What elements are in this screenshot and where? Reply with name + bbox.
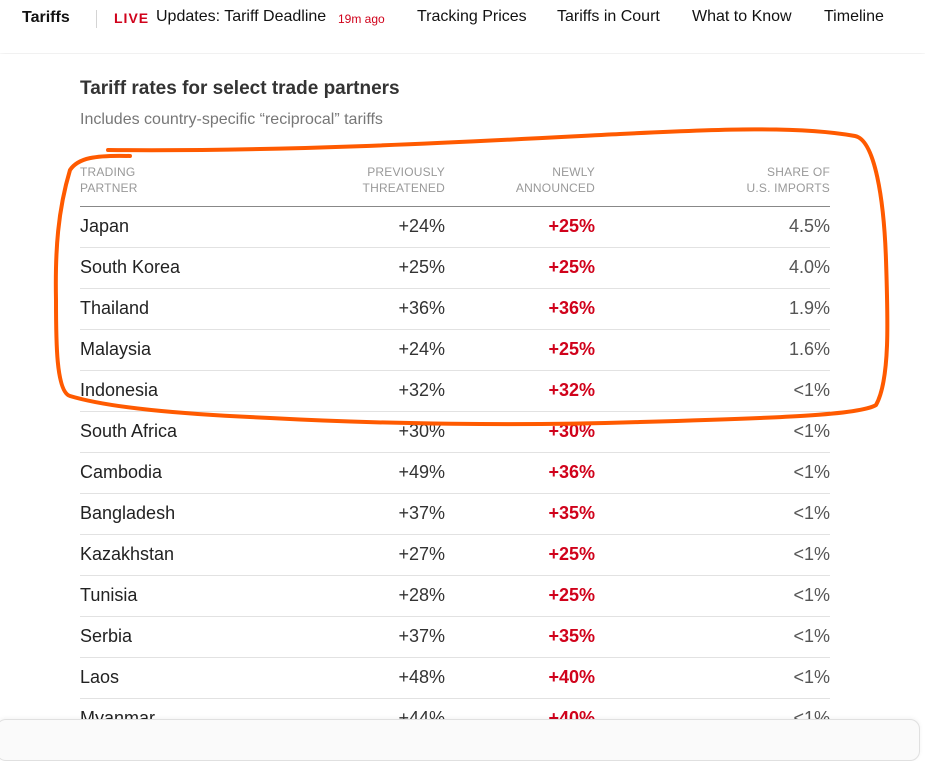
import-share-value: 1.6% bbox=[788, 339, 830, 359]
table-row: Cambodia +49% +36% <1% bbox=[80, 453, 830, 494]
table-row: South Africa +30% +30% <1% bbox=[80, 412, 830, 453]
newly-announced-value: +25% bbox=[548, 585, 595, 605]
import-share-value: 4.5% bbox=[788, 216, 830, 236]
import-share-value: <1% bbox=[793, 380, 830, 400]
header-share-of-imports: SHARE OF U.S. IMPORTS bbox=[690, 164, 830, 196]
previously-threatened-value: +49% bbox=[398, 462, 445, 482]
previously-threatened-value: +24% bbox=[398, 216, 445, 236]
bottom-bar bbox=[0, 719, 920, 761]
previously-threatened-value: +32% bbox=[398, 380, 445, 400]
table-row: Laos +48% +40% <1% bbox=[80, 658, 830, 699]
table-row: Serbia +37% +35% <1% bbox=[80, 617, 830, 658]
nav-link-timeline[interactable]: Timeline bbox=[824, 8, 884, 25]
partner-name: South Africa bbox=[80, 421, 178, 441]
partner-name: Kazakhstan bbox=[80, 544, 175, 564]
header-previously-threatened: PREVIOUSLY THREATENED bbox=[305, 164, 445, 196]
previously-threatened-value: +27% bbox=[398, 544, 445, 564]
header-share-of-imports-label: SHARE OF U.S. IMPORTS bbox=[746, 165, 830, 195]
newly-announced-value: +35% bbox=[548, 626, 595, 646]
partner-name: Cambodia bbox=[80, 462, 163, 482]
import-share-value: 4.0% bbox=[788, 257, 830, 277]
import-share-value: <1% bbox=[793, 544, 830, 564]
header-newly-announced-label: NEWLY ANNOUNCED bbox=[515, 165, 595, 195]
nav-brand[interactable]: Tariffs bbox=[22, 9, 70, 26]
nav-link-tracking-prices[interactable]: Tracking Prices bbox=[417, 8, 527, 25]
import-share-value: 1.9% bbox=[788, 298, 830, 318]
previously-threatened-value: +30% bbox=[398, 421, 445, 441]
updates-timestamp: 19m ago bbox=[338, 12, 385, 26]
import-share-value: <1% bbox=[793, 626, 830, 646]
header-trading-partner-label: TRADING PARTNER bbox=[80, 165, 138, 195]
table-subtitle: Includes country-specific “reciprocal” t… bbox=[80, 111, 383, 128]
previously-threatened-value: +36% bbox=[398, 298, 445, 318]
import-share-value: <1% bbox=[793, 667, 830, 687]
previously-threatened-value: +48% bbox=[398, 667, 445, 687]
newly-announced-value: +30% bbox=[548, 421, 595, 441]
nav-divider bbox=[96, 10, 97, 28]
header-previously-threatened-label: PREVIOUSLY THREATENED bbox=[362, 165, 445, 195]
import-share-value: <1% bbox=[793, 503, 830, 523]
previously-threatened-value: +24% bbox=[398, 339, 445, 359]
table-header: TRADING PARTNER PREVIOUSLY THREATENED NE… bbox=[80, 162, 830, 207]
live-badge[interactable]: LIVE bbox=[114, 10, 150, 26]
table-row: Indonesia +32% +32% <1% bbox=[80, 371, 830, 412]
partner-name: South Korea bbox=[80, 257, 181, 277]
import-share-value: <1% bbox=[793, 462, 830, 482]
nav-link-tariffs-in-court[interactable]: Tariffs in Court bbox=[557, 8, 660, 25]
table-row: Malaysia +24% +25% 1.6% bbox=[80, 330, 830, 371]
table-body: Japan +24% +25% 4.5% South Korea +25% +25% 4.0%… bbox=[80, 207, 830, 740]
table-row: South Korea +25% +25% 4.0% bbox=[80, 248, 830, 289]
table-title: Tariff rates for select trade partners bbox=[80, 78, 400, 99]
table-row: Tunisia +28% +25% <1% bbox=[80, 576, 830, 617]
nav-link-what-to-know[interactable]: What to Know bbox=[692, 8, 792, 25]
newly-announced-value: +35% bbox=[548, 503, 595, 523]
previously-threatened-value: +28% bbox=[398, 585, 445, 605]
partner-name: Malaysia bbox=[80, 339, 152, 359]
table-row: Japan +24% +25% 4.5% bbox=[80, 207, 830, 248]
newly-announced-value: +36% bbox=[548, 462, 595, 482]
newly-announced-value: +40% bbox=[548, 667, 595, 687]
previously-threatened-value: +37% bbox=[398, 503, 445, 523]
newly-announced-value: +25% bbox=[548, 339, 595, 359]
header-newly-announced: NEWLY ANNOUNCED bbox=[455, 164, 595, 196]
newly-announced-value: +36% bbox=[548, 298, 595, 318]
tariff-table: TRADING PARTNER PREVIOUSLY THREATENED NE… bbox=[80, 162, 830, 740]
newly-announced-value: +32% bbox=[548, 380, 595, 400]
partner-name: Tunisia bbox=[80, 585, 138, 605]
partner-name: Indonesia bbox=[80, 380, 159, 400]
partner-name: Thailand bbox=[80, 298, 150, 318]
import-share-value: <1% bbox=[793, 421, 830, 441]
table-row: Thailand +36% +36% 1.9% bbox=[80, 289, 830, 330]
previously-threatened-value: +25% bbox=[398, 257, 445, 277]
partner-name: Serbia bbox=[80, 626, 133, 646]
previously-threatened-value: +37% bbox=[398, 626, 445, 646]
newly-announced-value: +25% bbox=[548, 216, 595, 236]
table-row: Bangladesh +37% +35% <1% bbox=[80, 494, 830, 535]
partner-name: Japan bbox=[80, 216, 130, 236]
partner-name: Bangladesh bbox=[80, 503, 176, 523]
import-share-value: <1% bbox=[793, 585, 830, 605]
top-navigation: Tariffs LIVE Updates: Tariff Deadline 19… bbox=[0, 0, 925, 53]
nav-link-updates[interactable]: Updates: Tariff Deadline bbox=[156, 8, 327, 25]
table-row: Kazakhstan +27% +25% <1% bbox=[80, 535, 830, 576]
partner-name: Laos bbox=[80, 667, 120, 687]
header-trading-partner: TRADING PARTNER bbox=[80, 164, 220, 196]
newly-announced-value: +25% bbox=[548, 257, 595, 277]
newly-announced-value: +25% bbox=[548, 544, 595, 564]
